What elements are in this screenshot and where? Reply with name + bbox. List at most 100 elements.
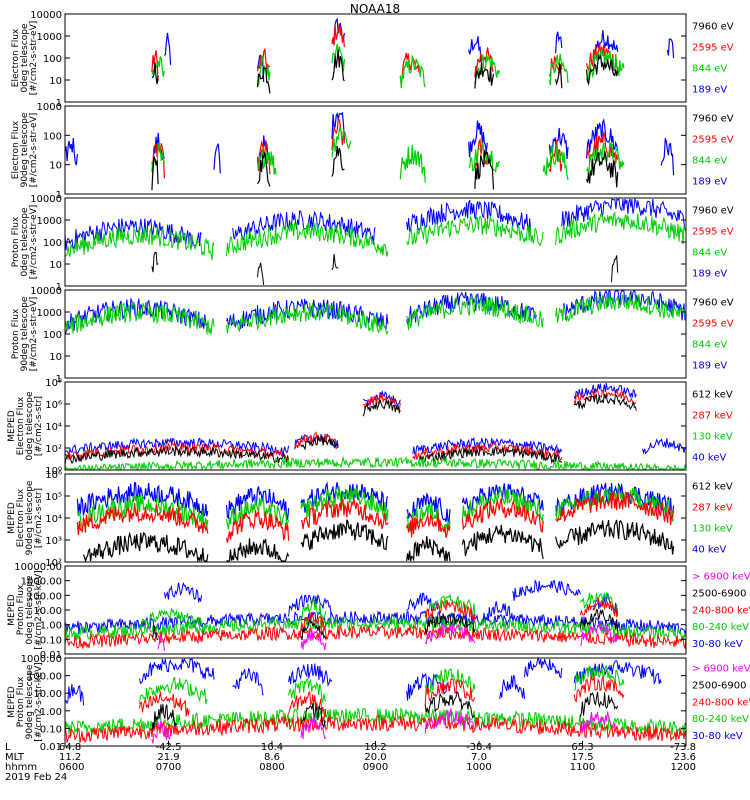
trace-segment [406,502,451,532]
legend-entry: 40 keV [692,452,726,463]
y-tick-label: 10000 [30,194,62,205]
trace-segment [555,293,687,323]
trace-segment [555,211,687,246]
trace-segment [300,618,327,641]
trace-segment [300,486,389,521]
legend-entry: 7960 eV [692,205,734,216]
series-7-4 [151,608,619,641]
trace-segment [257,149,277,175]
x-tick-label: 0700 [156,762,181,773]
y-tick-label: 0.10 [40,635,62,646]
trace-segment [574,664,625,691]
trace-segment [256,48,271,72]
trace-segment [64,225,215,261]
trace-segment [64,615,687,642]
trace-segment [151,251,159,273]
trace-segment [226,222,389,257]
y-axis-label: 90deg telescope [20,296,30,371]
trace-segment [64,445,290,465]
series-4-1 [64,289,687,334]
y-tick-label: 0.01 [40,742,62,753]
trace-segment [474,47,494,78]
trace-segment [424,593,476,617]
trace-segment [474,62,495,89]
y-axis-label: Proton Flux [16,676,26,727]
trace-segment [300,435,339,451]
trace-segment [474,149,495,190]
trace-segment [363,393,401,411]
legend-entry: 240-800 keV [692,697,750,708]
legend-entry: 2500-6900 keV [692,588,750,599]
trace-segment [300,519,389,551]
x-tick-label: 10.2 [364,742,386,753]
y-tick-label: 10⁴ [45,422,62,433]
trace-segment [151,624,159,641]
x-row-label: hhmm [5,762,37,773]
series-7-2 [64,592,687,642]
trace-segment [424,678,476,706]
trace-segment [225,510,290,543]
panel-1: 1 10 100 1000 10000 Electron Flux 0deg telesco… [11,10,734,109]
trace-segment [586,118,619,159]
trace-segment [331,118,345,150]
trace-segment [561,197,687,231]
y-tick-label: 100.00 [27,672,62,683]
trace-segment [300,497,389,530]
x-tick-label: 0900 [363,762,388,773]
trace-segment [555,484,675,523]
trace-segment [64,437,290,457]
trace-segment [139,691,190,717]
y-tick-label: 10⁰ [45,466,62,477]
y-axis-label: Proton Flux [16,584,26,635]
trace-segment [288,663,333,687]
trace-segment [139,676,208,705]
series-4-2 [64,293,687,336]
y-tick-label: 100 [43,54,62,65]
legend-entry: 2500-6900 keV [692,680,750,691]
y-tick-label: 10.00 [33,606,62,617]
trace-segment [288,594,333,617]
y-axis-label: [#/cm2-s-str-eV] [29,21,39,96]
trace-segment [151,50,159,82]
trace-segment [548,139,563,173]
trace-segment [139,607,203,631]
y-axis-label: 0deg telescope [20,207,30,277]
trace-segment [586,142,625,177]
legend-entry: 189 eV [692,268,727,279]
series-2-2 [151,118,619,179]
series-3-1 [64,197,687,251]
y-tick-label: 1000 [37,308,62,319]
y-tick-label: 1 [56,282,62,293]
trace-segment [300,598,327,619]
y-tick-label: 10⁸ [45,378,62,389]
trace-segment [64,683,85,706]
panel-5: 10⁰ 10² 10⁴ 10⁶ 10⁸ MEPED Electron Flux 0deg te… [7,378,733,477]
series-6-3 [76,491,675,543]
series-1-3 [151,44,625,88]
series-7-5 [157,622,619,652]
trace-segment [163,32,172,65]
legend-entry: 612 keV [692,389,733,400]
trace-segment [151,62,159,85]
y-axis-label: [#/cm2-s-str] [34,488,44,548]
y-axis-label: [#/cm2-s-str-eV] [29,297,39,372]
y-tick-label: 10⁵ [45,492,62,503]
trace-segment [468,36,482,63]
trace-segment [424,599,476,624]
y-axis-label: 90deg telescope [25,480,35,555]
legend-entry: 844 eV [692,155,727,166]
trace-segment [225,486,290,521]
trace-segment [213,143,221,174]
trace-segment [331,49,345,82]
y-tick-label: 10⁶ [45,400,62,411]
legend-entry: 287 keV [692,502,733,513]
trace-segment [300,612,327,631]
legend-entry: 80-240 keV [692,714,749,725]
trace-segment [579,592,619,611]
x-tick-label: -38.4 [466,742,492,753]
series-3-2 [64,211,687,261]
panel-4: 1 10 100 1000 10000 Proton Flux 90deg telescop… [11,286,734,385]
legend-entry: 189 eV [692,176,727,187]
